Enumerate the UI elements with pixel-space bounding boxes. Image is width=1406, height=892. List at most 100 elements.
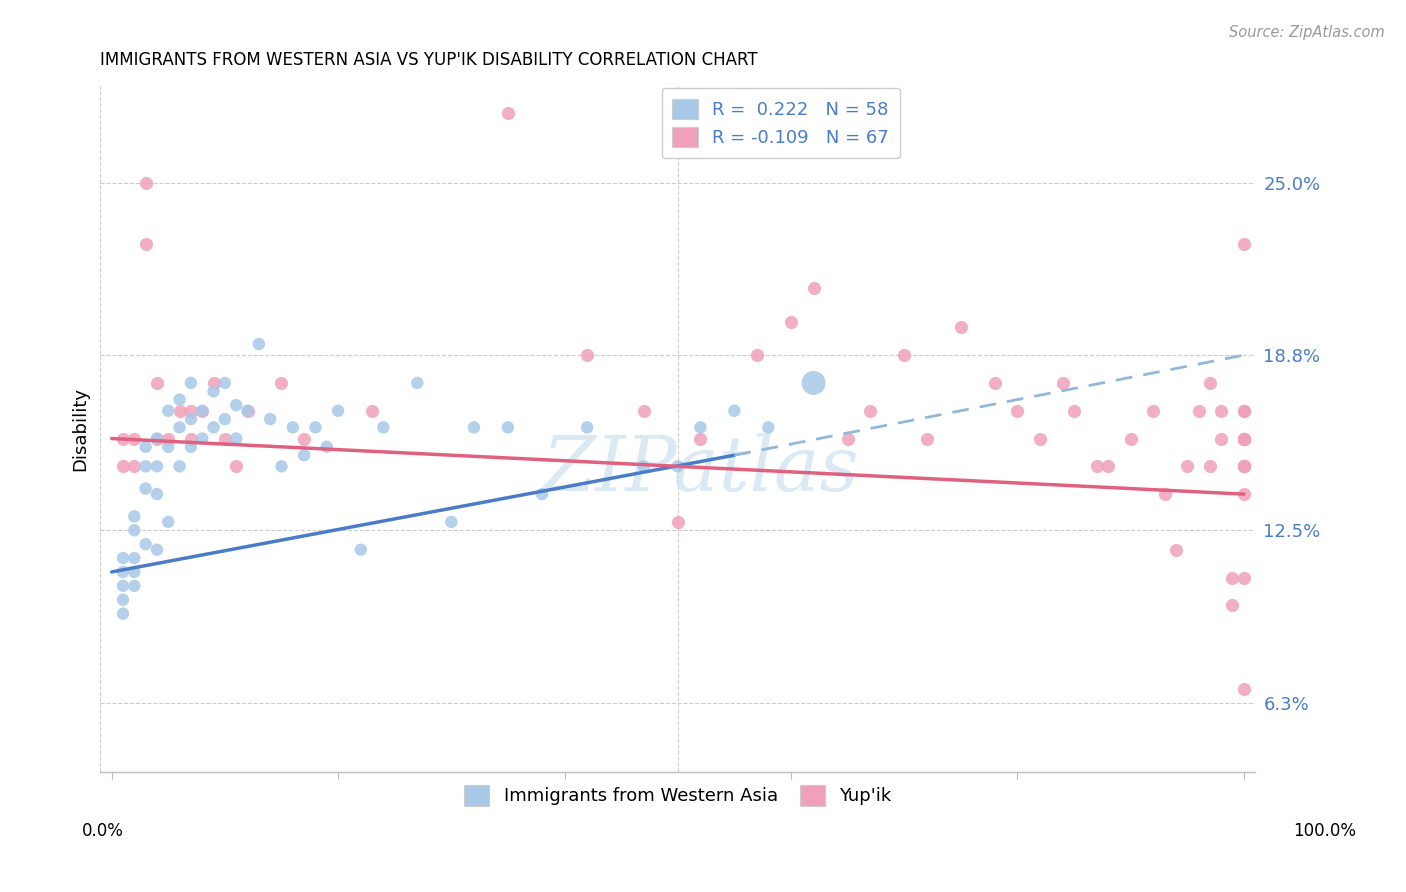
Point [157, 515, 180, 529]
Point [915, 432, 938, 446]
Point [1222, 599, 1244, 613]
Legend: Immigrants from Western Asia, Yup'ik: Immigrants from Western Asia, Yup'ik [456, 776, 900, 814]
Point [304, 420, 326, 434]
Point [1233, 570, 1256, 584]
Point [1233, 403, 1256, 417]
Point [180, 412, 202, 426]
Point [803, 281, 825, 295]
Point [803, 376, 825, 390]
Point [146, 487, 169, 501]
Point [361, 403, 384, 417]
Point [406, 376, 429, 390]
Point [1233, 432, 1256, 446]
Point [1007, 403, 1029, 417]
Point [146, 432, 169, 446]
Point [1052, 376, 1074, 390]
Point [292, 448, 315, 462]
Point [191, 403, 214, 417]
Point [202, 376, 225, 390]
Point [350, 542, 373, 557]
Point [214, 412, 236, 426]
Point [1233, 459, 1256, 474]
Point [124, 551, 146, 566]
Point [180, 403, 202, 417]
Point [191, 403, 214, 417]
Point [169, 392, 191, 407]
Point [169, 420, 191, 434]
Point [859, 403, 882, 417]
Point [496, 420, 519, 434]
Point [135, 537, 157, 551]
Point [1085, 459, 1108, 474]
Point [111, 607, 134, 621]
Point [893, 348, 915, 362]
Point [135, 176, 157, 190]
Point [236, 403, 259, 417]
Point [135, 236, 157, 251]
Point [633, 459, 655, 474]
Point [124, 432, 146, 446]
Point [689, 432, 711, 446]
Point [124, 565, 146, 579]
Point [202, 384, 225, 399]
Point [1211, 403, 1233, 417]
Point [745, 348, 768, 362]
Point [146, 432, 169, 446]
Point [111, 432, 134, 446]
Point [270, 376, 292, 390]
Point [169, 459, 191, 474]
Point [1233, 487, 1256, 501]
Point [124, 459, 146, 474]
Point [292, 432, 315, 446]
Point [1233, 681, 1256, 696]
Point [124, 509, 146, 524]
Point [111, 459, 134, 474]
Point [281, 420, 304, 434]
Point [247, 337, 270, 351]
Point [373, 420, 395, 434]
Point [1187, 403, 1209, 417]
Point [1175, 459, 1198, 474]
Point [146, 459, 169, 474]
Point [157, 440, 180, 454]
Point [135, 440, 157, 454]
Point [496, 106, 519, 120]
Text: Source: ZipAtlas.com: Source: ZipAtlas.com [1229, 25, 1385, 40]
Point [440, 515, 463, 529]
Point [1233, 432, 1256, 446]
Point [236, 403, 259, 417]
Point [225, 432, 247, 446]
Point [837, 432, 859, 446]
Point [157, 403, 180, 417]
Point [1142, 403, 1164, 417]
Point [1063, 403, 1085, 417]
Point [146, 542, 169, 557]
Point [1233, 432, 1256, 446]
Point [157, 432, 180, 446]
Point [723, 403, 745, 417]
Point [1233, 432, 1256, 446]
Text: 100.0%: 100.0% [1294, 822, 1355, 840]
Point [780, 315, 803, 329]
Point [983, 376, 1005, 390]
Point [1233, 236, 1256, 251]
Point [259, 412, 281, 426]
Point [756, 420, 779, 434]
Point [1119, 432, 1142, 446]
Point [202, 420, 225, 434]
Point [111, 592, 134, 607]
Point [1097, 459, 1119, 474]
Point [463, 420, 485, 434]
Point [1233, 432, 1256, 446]
Point [315, 440, 337, 454]
Point [180, 440, 202, 454]
Point [111, 565, 134, 579]
Point [1198, 376, 1220, 390]
Point [949, 320, 972, 334]
Point [1233, 459, 1256, 474]
Point [1164, 542, 1187, 557]
Point [633, 403, 655, 417]
Point [1233, 459, 1256, 474]
Point [225, 398, 247, 412]
Point [1222, 570, 1244, 584]
